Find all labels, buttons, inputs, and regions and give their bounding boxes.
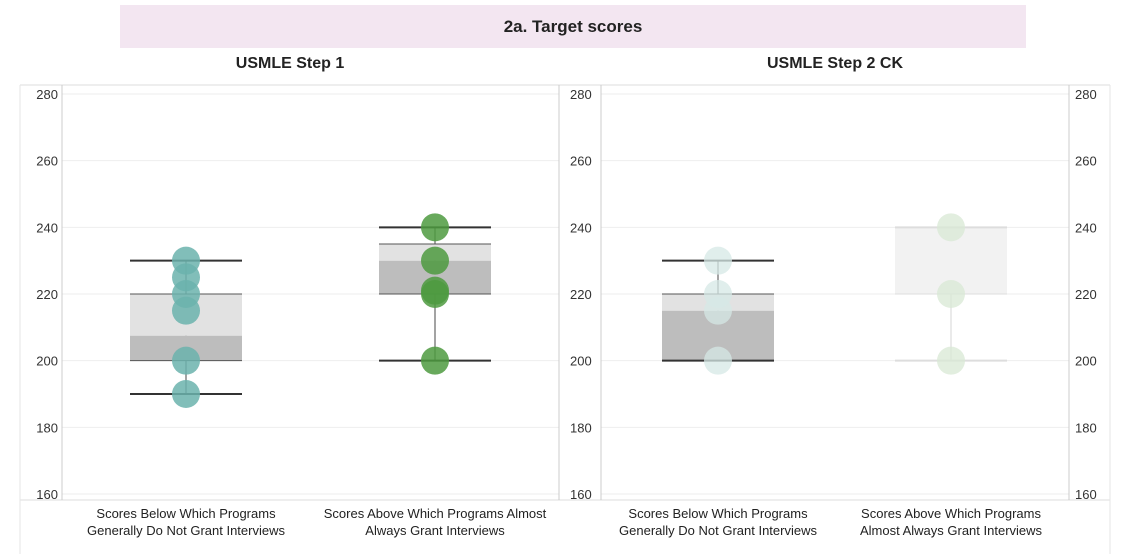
x-category-label: Generally Do Not Grant Interviews: [619, 523, 817, 538]
y-tick-label: 280: [36, 87, 58, 102]
data-point: [704, 280, 732, 308]
banner-title: 2a. Target scores: [503, 16, 643, 36]
x-category-label: Always Grant Interviews: [365, 523, 505, 538]
data-point: [172, 246, 200, 275]
y-tick-label-right: 260: [1075, 154, 1097, 169]
x-category-label: Scores Below Which Programs: [96, 506, 276, 521]
y-tick-label-right: 220: [1075, 287, 1097, 302]
y-tick-label: 240: [36, 220, 58, 235]
data-point: [704, 346, 732, 375]
y-tick-label: 160: [36, 487, 58, 502]
data-point: [937, 346, 965, 375]
y-tick-label: 280: [570, 87, 592, 102]
data-point: [937, 280, 965, 308]
y-tick-label: 240: [570, 220, 592, 235]
x-category-label: Scores Below Which Programs: [628, 506, 808, 521]
y-tick-label: 180: [36, 420, 58, 435]
data-point: [172, 380, 200, 408]
y-tick-label-right: 240: [1075, 220, 1097, 235]
y-tick-label-right: 180: [1075, 420, 1097, 435]
data-point: [704, 246, 732, 275]
panel-title-step1: USMLE Step 1: [235, 55, 345, 72]
x-category-label: Scores Above Which Programs: [861, 506, 1041, 521]
data-point: [172, 346, 200, 375]
panel-title-step2: USMLE Step 2 CK: [766, 55, 903, 72]
y-tick-label: 200: [36, 354, 58, 369]
y-tick-label: 160: [570, 487, 592, 502]
data-point: [421, 213, 449, 242]
data-point: [421, 276, 449, 305]
y-tick-label: 220: [36, 287, 58, 302]
y-tick-label: 260: [570, 154, 592, 169]
data-point: [421, 246, 449, 275]
x-category-label: Generally Do Not Grant Interviews: [87, 523, 285, 538]
data-point: [421, 346, 449, 375]
data-point: [937, 213, 965, 242]
x-category-label: Almost Always Grant Interviews: [860, 523, 1043, 538]
y-tick-label: 220: [570, 287, 592, 302]
y-tick-label-right: 200: [1075, 354, 1097, 369]
y-tick-label-right: 160: [1075, 487, 1097, 502]
y-tick-label: 200: [570, 354, 592, 369]
y-tick-label-right: 280: [1075, 87, 1097, 102]
y-tick-label: 180: [570, 420, 592, 435]
x-category-label: Scores Above Which Programs Almost: [324, 506, 547, 521]
chart-banner: 2a. Target scores: [120, 5, 1026, 48]
y-tick-label: 260: [36, 154, 58, 169]
